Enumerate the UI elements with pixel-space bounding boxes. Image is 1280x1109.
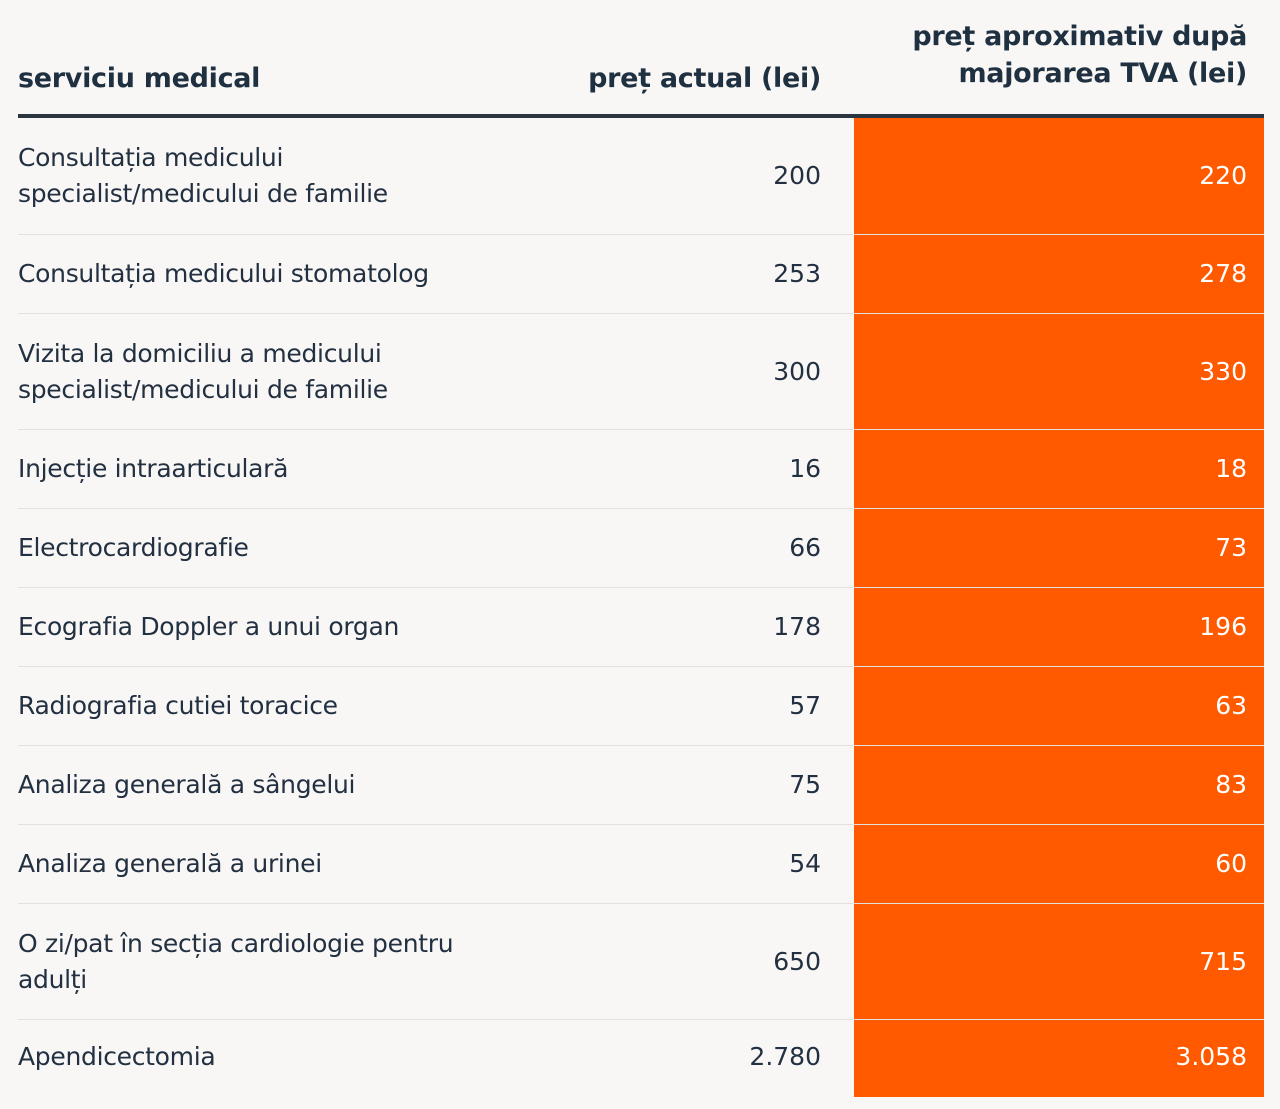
header-new-price: preț aproximativ după majorarea TVA (lei…: [867, 18, 1247, 92]
cell-new-price: 330: [1199, 356, 1247, 386]
table-row: Consultația medicului specialist/medicul…: [18, 118, 1264, 235]
cell-new-price: 3.058: [1175, 1042, 1247, 1071]
table-row: Analiza generală a sângelui 75 83: [18, 746, 1264, 825]
cell-new-price: 715: [1199, 946, 1247, 976]
table-row: Electrocardiografie 66 73: [18, 509, 1264, 588]
cell-new-price: 196: [1199, 612, 1247, 641]
header-new-price-line1: preț aproximativ după: [912, 21, 1247, 52]
cell-new-price: 73: [1215, 533, 1247, 562]
table-row: Ecografia Doppler a unui organ 178 196: [18, 588, 1264, 667]
cell-current-price: 200: [773, 161, 821, 190]
cell-new-price: 220: [1199, 161, 1247, 190]
cell-new-price: 18: [1215, 454, 1247, 483]
cell-current-price: 57: [789, 691, 821, 720]
table-row: Consultația medicului stomatolog 253 278: [18, 235, 1264, 314]
price-table: serviciu medical preț actual (lei) preț …: [18, 0, 1264, 1094]
cell-service: Analiza generală a sângelui: [18, 770, 356, 799]
cell-service: O zi/pat în secția cardiologie pentru ad…: [18, 928, 454, 994]
header-new-price-line2: majorarea TVA (lei): [958, 58, 1247, 89]
cell-current-price: 75: [789, 770, 821, 799]
cell-new-price: 60: [1215, 849, 1247, 878]
table-body: Consultația medicului specialist/medicul…: [18, 118, 1264, 1094]
table-row: Analiza generală a urinei 54 60: [18, 825, 1264, 904]
cell-service: Radiografia cutiei toracice: [18, 691, 338, 720]
cell-current-price: 253: [773, 259, 821, 288]
table-row: Radiografia cutiei toracice 57 63: [18, 667, 1264, 746]
cell-current-price: 16: [789, 454, 821, 483]
cell-service: Injecție intraarticulară: [18, 454, 289, 483]
highlight-column: [854, 118, 1264, 1097]
cell-new-price: 83: [1215, 770, 1247, 799]
cell-service: Ecografia Doppler a unui organ: [18, 612, 400, 641]
cell-current-price: 650: [773, 946, 821, 976]
cell-service: Electrocardiografie: [18, 533, 249, 562]
table-header: serviciu medical preț actual (lei) preț …: [18, 0, 1264, 118]
cell-service: Vizita la domiciliu a medicului speciali…: [18, 338, 388, 404]
cell-new-price: 278: [1199, 259, 1247, 288]
cell-service: Apendicectomia: [18, 1042, 216, 1071]
cell-current-price: 54: [789, 849, 821, 878]
cell-current-price: 66: [789, 533, 821, 562]
header-service: serviciu medical: [18, 63, 261, 94]
table-row: Apendicectomia 2.780 3.058: [18, 1020, 1264, 1094]
cell-service: Consultația medicului specialist/medicul…: [18, 143, 388, 208]
cell-new-price: 63: [1215, 691, 1247, 720]
header-current-price: preț actual (lei): [588, 63, 821, 94]
table-row: O zi/pat în secția cardiologie pentru ad…: [18, 904, 1264, 1020]
cell-current-price: 2.780: [749, 1042, 821, 1071]
cell-service: Analiza generală a urinei: [18, 849, 322, 878]
cell-service: Consultația medicului stomatolog: [18, 259, 429, 288]
cell-current-price: 178: [773, 612, 821, 641]
cell-current-price: 300: [773, 356, 821, 386]
table-row: Vizita la domiciliu a medicului speciali…: [18, 314, 1264, 430]
table-row: Injecție intraarticulară 16 18: [18, 430, 1264, 509]
